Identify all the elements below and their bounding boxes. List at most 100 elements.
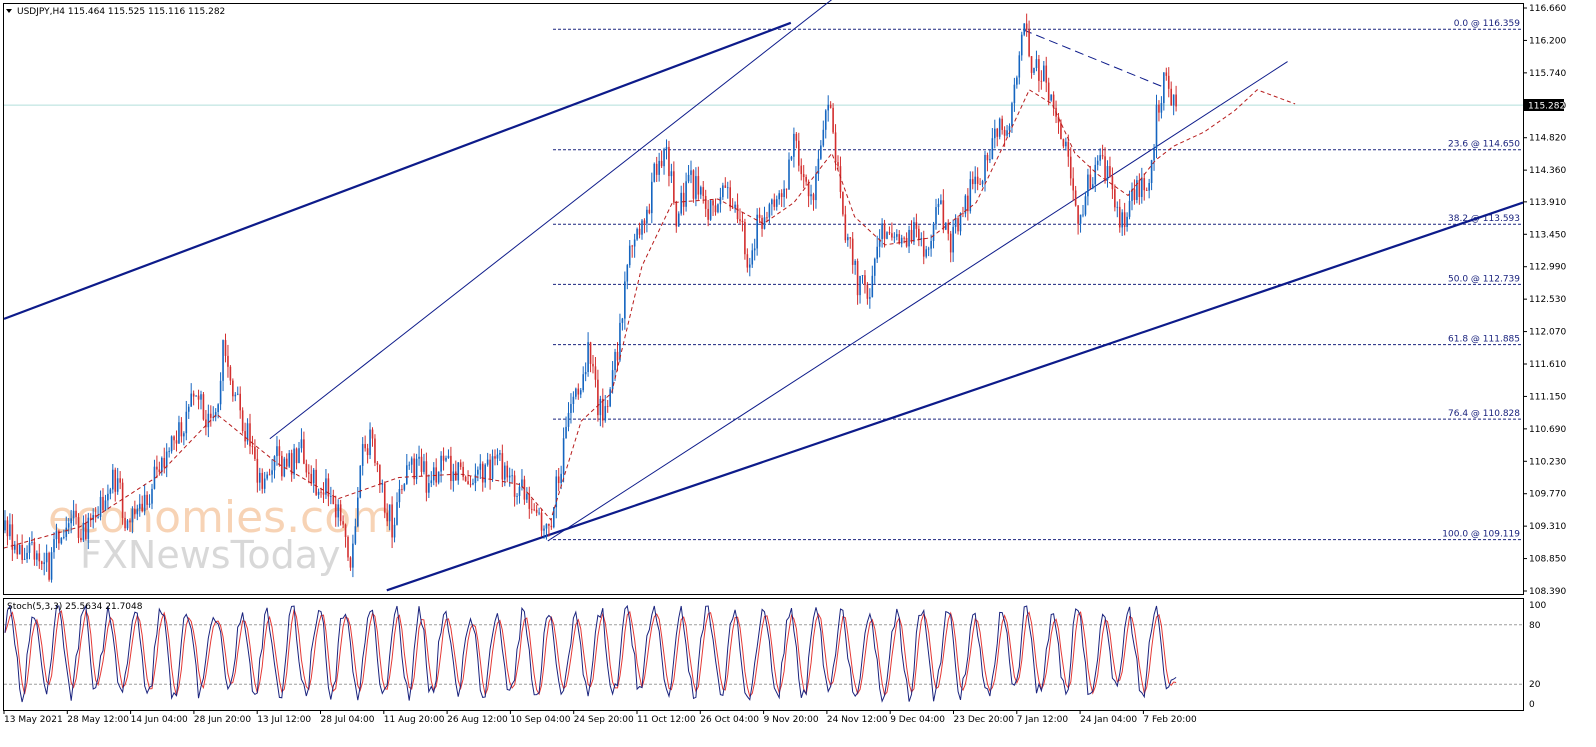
candle-body [1087, 174, 1089, 197]
candle-body [494, 456, 496, 459]
candle-body [1114, 189, 1116, 208]
candle-body [317, 491, 320, 495]
candle-body [254, 446, 256, 459]
triangle-down-icon[interactable] [6, 9, 12, 13]
candle-body [1013, 84, 1016, 104]
candle-body [315, 469, 317, 495]
candle-body [185, 411, 188, 434]
candle-body [619, 322, 621, 361]
candle-body [1018, 55, 1021, 78]
candle-body [790, 156, 793, 160]
candle-body [381, 483, 384, 485]
candle-body [31, 542, 33, 543]
y-tick-label: 113.450 [1529, 230, 1566, 240]
candle-body [690, 170, 692, 175]
candle-body [785, 188, 788, 190]
candle-body [719, 197, 722, 205]
candle-body [432, 467, 435, 481]
candle-body [700, 187, 702, 195]
channel-upper [269, 0, 833, 440]
candle-body [1172, 94, 1175, 106]
candle-body [462, 466, 464, 477]
candle-body [829, 104, 832, 108]
x-tick-label: 13 Jul 12:00 [257, 715, 311, 725]
x-tick-label: 7 Jan 12:00 [1017, 715, 1069, 725]
candle-body [1163, 72, 1165, 104]
candle-body [1057, 116, 1060, 123]
candle-body [197, 395, 200, 400]
candle-body [903, 237, 905, 239]
candle-body [820, 145, 822, 159]
candle-body [1094, 164, 1097, 185]
candle-body [653, 163, 656, 182]
candle-body [1001, 118, 1003, 130]
candle-body [87, 517, 90, 540]
candle-body [102, 496, 104, 511]
candle-body [834, 132, 837, 163]
candle-body [1118, 206, 1121, 228]
trendlines [3, 0, 1524, 592]
candle-body [1148, 183, 1150, 191]
candle-body [222, 340, 224, 381]
candle-body [406, 465, 408, 484]
candle-body [704, 196, 707, 209]
y-tick-label: 111.610 [1529, 360, 1566, 370]
x-tick-label: 13 May 2021 [4, 715, 63, 725]
long-support-trend [386, 201, 1524, 592]
candle-body [1047, 82, 1050, 101]
candle-body [347, 536, 349, 558]
candle-body [994, 128, 996, 139]
candle-body [114, 469, 117, 492]
candle-body [219, 380, 222, 405]
candle-body [195, 395, 197, 397]
candle-body [153, 466, 156, 489]
candle-body [807, 181, 810, 197]
candle-body [26, 552, 28, 559]
candle-body [815, 173, 817, 201]
candle-body [457, 462, 460, 481]
candle-body [1155, 104, 1158, 149]
candle-body [484, 464, 486, 483]
price-axis: 116.660116.200115.740115.280114.820114.3… [1523, 4, 1566, 597]
candle-body [43, 562, 45, 565]
candle-body [959, 213, 962, 232]
candle-body [604, 406, 607, 421]
y-tick-label: 116.660 [1529, 4, 1566, 14]
candle-body [134, 508, 136, 515]
y-tick-label: 110.690 [1529, 425, 1566, 435]
candle-body [401, 489, 403, 490]
candle-body [905, 237, 908, 247]
candle-body [40, 561, 43, 565]
candle-body [293, 448, 295, 475]
candle-body [413, 458, 415, 480]
symbol-header[interactable]: USDJPY,H4 115.464 115.525 115.116 115.28… [6, 7, 225, 17]
candle-body [707, 208, 709, 220]
candle-body [602, 398, 604, 421]
candle-body [621, 318, 624, 323]
candle-body [288, 453, 290, 467]
candle-body [178, 422, 180, 444]
candle-body [364, 444, 366, 449]
candle-body [1050, 94, 1052, 101]
candle-body [234, 394, 237, 397]
candle-body [655, 163, 658, 175]
candle-body [734, 204, 736, 209]
candle-body [391, 504, 393, 538]
candle-body [450, 455, 452, 482]
candle-body [636, 228, 638, 240]
candle-body [513, 475, 516, 497]
fib-label: 0.0 @ 116.359 [1454, 19, 1521, 29]
candle-body [991, 138, 994, 160]
candle-body [48, 552, 50, 580]
candle-body [925, 249, 927, 257]
candle-body [45, 552, 48, 563]
candle-body [1170, 88, 1172, 106]
upper-long-trend [3, 21, 792, 320]
x-tick-label: 28 Jun 20:00 [194, 715, 251, 725]
candle-body [871, 275, 874, 298]
fib-label: 76.4 @ 110.828 [1448, 409, 1520, 419]
stoch-scale-label: 80 [1529, 621, 1541, 631]
candle-body [467, 481, 469, 485]
candle-body [937, 203, 940, 208]
